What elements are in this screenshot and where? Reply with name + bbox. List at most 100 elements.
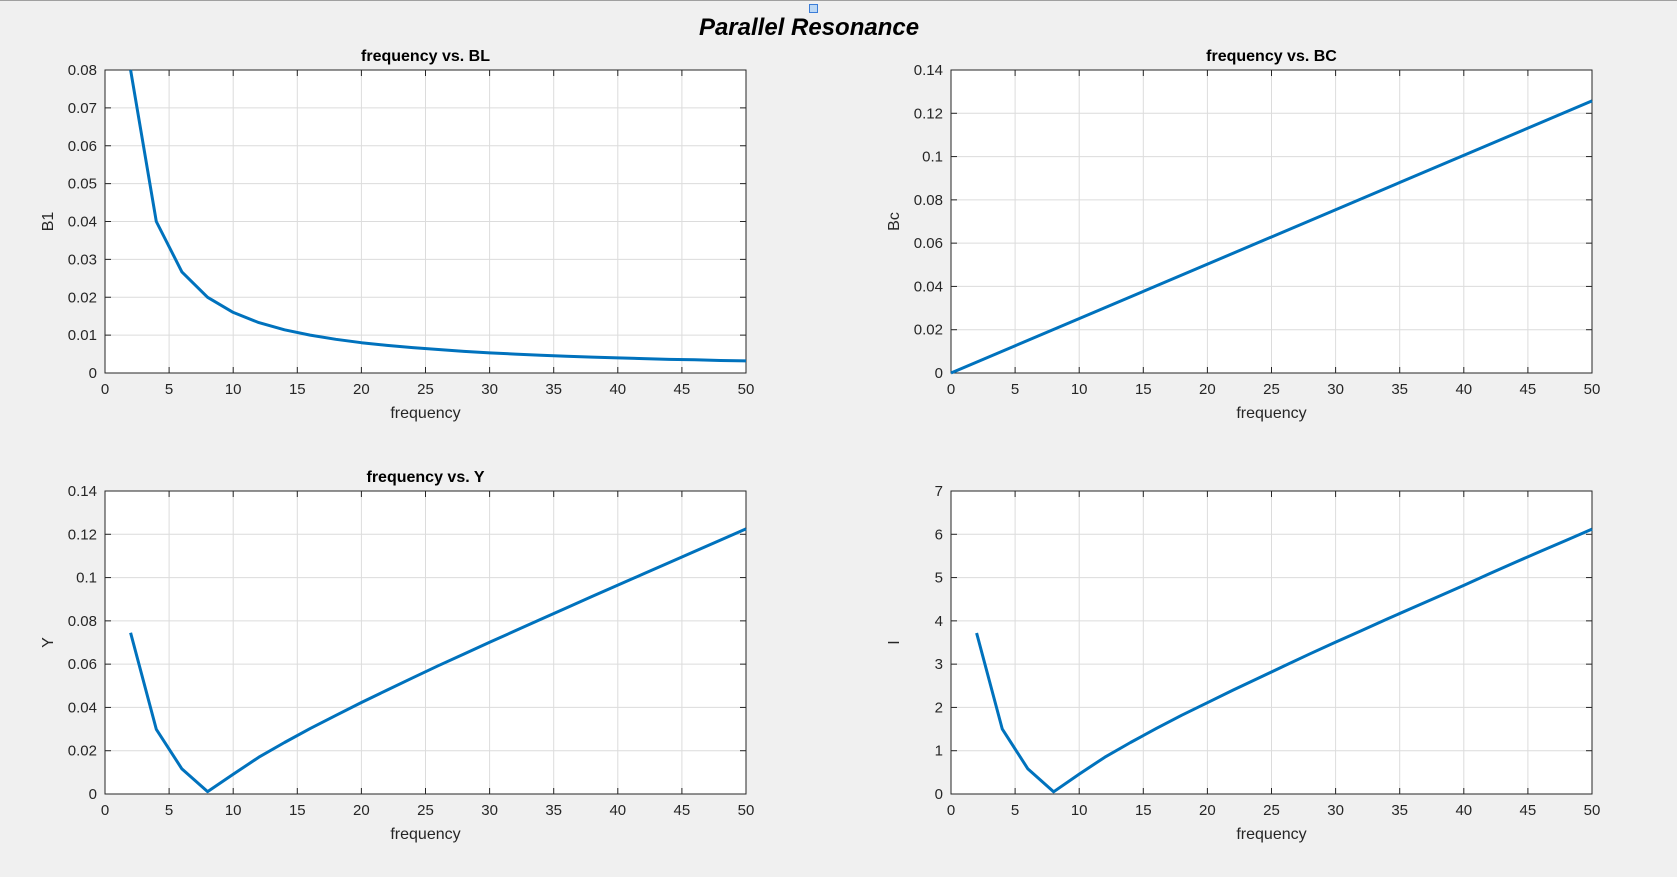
x-tick-label: 10 — [1071, 381, 1088, 398]
y-axis-label: Bc — [886, 212, 903, 231]
x-tick-label: 20 — [1199, 381, 1216, 398]
subplot-3: 0 5 10 15 20 25 30 35 40 45 50 0 0.02 0.04 0.06 0.08 0.1… — [40, 469, 754, 843]
x-tick-label: 35 — [545, 381, 562, 398]
x-tick-label: 5 — [1011, 802, 1019, 819]
x-tick-label: 15 — [289, 802, 306, 819]
y-tick-label: 0.12 — [68, 526, 97, 543]
figure-title: Parallel Resonance — [699, 14, 919, 41]
y-tick-label: 0.04 — [68, 214, 97, 231]
series-line-1[interactable] — [950, 99, 1593, 375]
y-tick-label: 0.1 — [922, 149, 943, 166]
y-axis-label: B1 — [40, 212, 57, 232]
x-tick-label: 40 — [609, 802, 626, 819]
x-tick-label: 45 — [1520, 381, 1537, 398]
y-tick-label: 0 — [935, 786, 943, 803]
x-tick-label: 15 — [1135, 802, 1152, 819]
y-tick-label: 1 — [935, 743, 943, 760]
y-tick-label: 0.06 — [68, 138, 97, 155]
y-tick-label: 0.04 — [914, 278, 943, 295]
y-tick-label: 0.02 — [68, 289, 97, 306]
x-tick-label: 5 — [1011, 381, 1019, 398]
y-tick-label: 0.02 — [914, 322, 943, 339]
x-tick-label: 30 — [481, 381, 498, 398]
subplot-title: frequency vs. Y — [367, 469, 485, 486]
series-line-1[interactable] — [975, 527, 1593, 794]
series-line-1[interactable] — [129, 69, 747, 363]
x-tick-label: 45 — [1520, 802, 1537, 819]
x-tick-label: 50 — [738, 802, 755, 819]
x-tick-label: 40 — [609, 381, 626, 398]
x-tick-label: 25 — [1263, 381, 1280, 398]
x-tick-label: 50 — [1584, 802, 1601, 819]
axes-frame — [950, 490, 1593, 795]
x-tick-label: 50 — [738, 381, 755, 398]
y-tick-label: 0.02 — [68, 743, 97, 760]
axes-frame — [950, 69, 1593, 374]
x-tick-label: 35 — [1391, 802, 1408, 819]
y-tick-label: 0.12 — [914, 105, 943, 122]
y-tick-label: 4 — [935, 613, 943, 630]
y-axis-label: I — [886, 640, 903, 644]
x-axis-label: frequency — [1236, 405, 1306, 422]
y-tick-label: 0.14 — [68, 483, 97, 500]
x-tick-label: 10 — [1071, 802, 1088, 819]
x-tick-label: 50 — [1584, 381, 1601, 398]
y-tick-label: 0.06 — [68, 656, 97, 673]
window-top-border — [0, 0, 1677, 1]
y-tick-label: 3 — [935, 656, 943, 673]
y-tick-label: 0.06 — [914, 235, 943, 252]
x-tick-label: 25 — [1263, 802, 1280, 819]
y-axis-label: Y — [40, 637, 57, 648]
x-tick-label: 35 — [1391, 381, 1408, 398]
x-tick-label: 0 — [101, 802, 109, 819]
y-tick-label: 0.08 — [68, 62, 97, 79]
y-tick-label: 0.1 — [76, 570, 97, 587]
y-tick-label: 0.04 — [68, 699, 97, 716]
x-tick-label: 25 — [417, 802, 434, 819]
y-tick-label: 7 — [935, 483, 943, 500]
x-tick-label: 30 — [481, 802, 498, 819]
y-tick-label: 0 — [935, 365, 943, 382]
axes-frame — [104, 69, 747, 374]
series-line-1[interactable] — [129, 527, 747, 794]
subplot-title: frequency vs. BC — [1206, 48, 1337, 65]
y-tick-label: 0.01 — [68, 327, 97, 344]
x-tick-label: 20 — [353, 802, 370, 819]
x-tick-label: 40 — [1455, 802, 1472, 819]
x-tick-label: 30 — [1327, 381, 1344, 398]
x-tick-label: 20 — [353, 381, 370, 398]
y-tick-label: 0.14 — [914, 62, 943, 79]
x-axis-label: frequency — [390, 826, 460, 843]
subplot-title: frequency vs. BL — [361, 48, 490, 65]
x-tick-label: 10 — [225, 381, 242, 398]
y-tick-label: 0 — [89, 786, 97, 803]
y-tick-label: 0.08 — [914, 192, 943, 209]
x-tick-label: 30 — [1327, 802, 1344, 819]
x-tick-label: 10 — [225, 802, 242, 819]
x-tick-label: 15 — [289, 381, 306, 398]
x-axis-label: frequency — [1236, 826, 1306, 843]
x-tick-label: 35 — [545, 802, 562, 819]
subplots-container: 0 5 10 15 20 25 30 35 40 45 5000.010.020.030.040.0… — [40, 48, 1600, 843]
y-tick-label: 0.08 — [68, 613, 97, 630]
x-axis-label: frequency — [390, 405, 460, 422]
y-tick-label: 2 — [935, 699, 943, 716]
x-tick-label: 5 — [165, 802, 173, 819]
subplot-2: 0 5 10 15 20 25 30 35 40 45 50 0 0.02 0.04 0.06 0.08 0.1… — [886, 48, 1600, 422]
x-tick-label: 25 — [417, 381, 434, 398]
y-tick-label: 6 — [935, 526, 943, 543]
axes-frame — [104, 490, 747, 795]
x-tick-label: 45 — [674, 381, 691, 398]
figure-selection-marker[interactable] — [809, 4, 818, 13]
x-tick-label: 40 — [1455, 381, 1472, 398]
x-tick-label: 20 — [1199, 802, 1216, 819]
y-tick-label: 5 — [935, 570, 943, 587]
x-tick-label: 0 — [947, 381, 955, 398]
x-tick-label: 15 — [1135, 381, 1152, 398]
x-tick-label: 0 — [947, 802, 955, 819]
y-tick-label: 0.05 — [68, 176, 97, 193]
x-tick-label: 0 — [101, 381, 109, 398]
y-tick-label: 0 — [89, 365, 97, 382]
